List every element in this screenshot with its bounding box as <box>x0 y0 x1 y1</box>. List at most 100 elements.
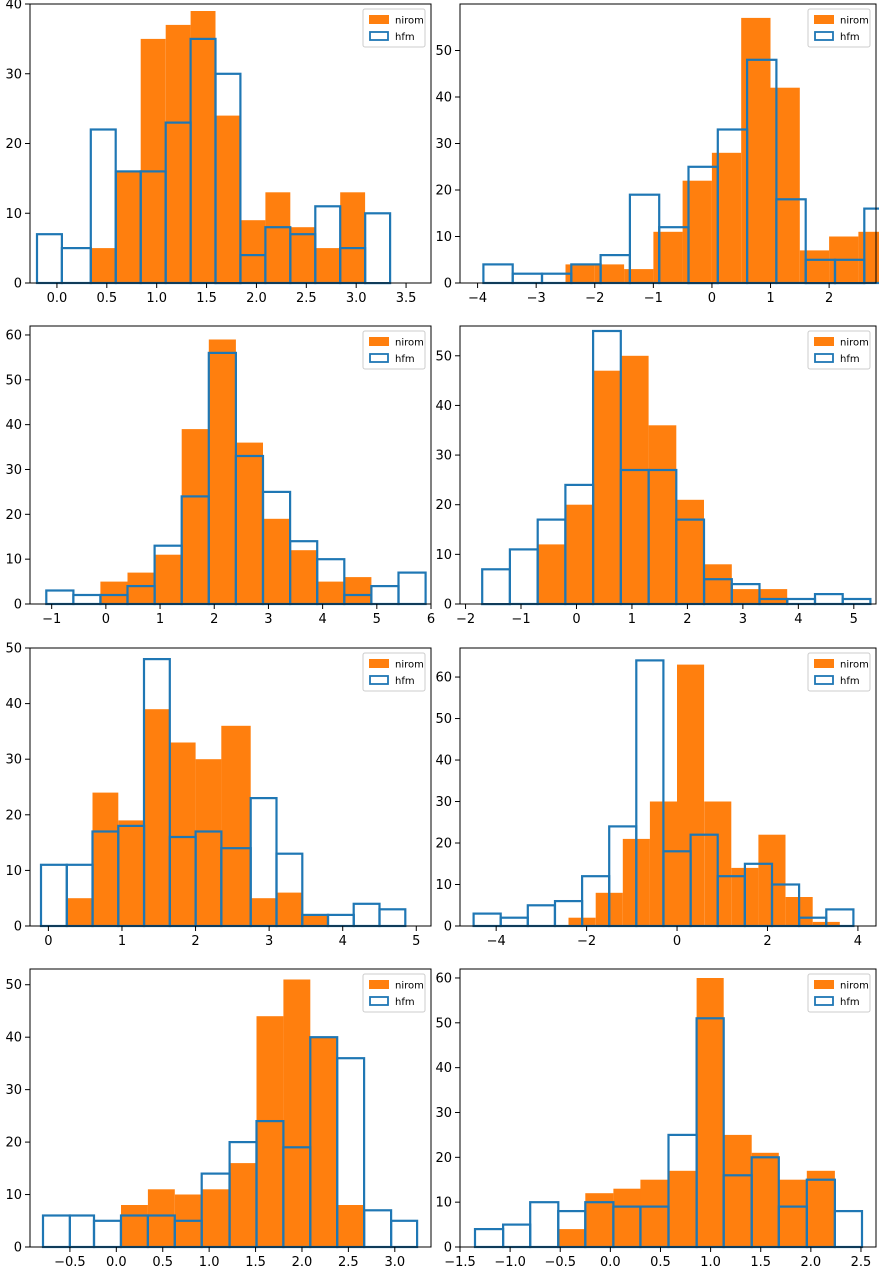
hfm-bar <box>481 568 512 606</box>
nirom-bar <box>624 269 654 283</box>
nirom-bar <box>165 24 191 284</box>
y-tick-label: 10 <box>435 548 452 563</box>
x-tick-label: 3.5 <box>396 291 417 306</box>
y-tick-label: 10 <box>5 207 22 222</box>
nirom-bar <box>169 742 196 926</box>
x-tick-label: 5 <box>412 934 420 949</box>
legend-swatch-nirom <box>814 659 834 668</box>
x-tick-label: 1.5 <box>245 1255 266 1266</box>
y-tick-label: 40 <box>435 754 452 769</box>
x-tick-label: 2 <box>825 291 833 306</box>
nirom-bar <box>594 264 625 283</box>
x-tick-label: −2 <box>456 612 475 627</box>
y-tick-label: 50 <box>435 712 452 727</box>
x-tick-label: −1 <box>511 612 530 627</box>
nirom-bar <box>682 180 712 283</box>
nirom-bar <box>66 898 93 926</box>
nirom-bar <box>668 1170 697 1247</box>
axes-frame <box>459 325 877 605</box>
nirom-bar <box>711 152 742 283</box>
y-tick-label: 0 <box>14 598 22 613</box>
legend-label-nirom: nirom <box>840 660 869 671</box>
x-tick-label: 4 <box>854 934 862 949</box>
hfm-bar <box>841 597 872 606</box>
y-tick-label: 20 <box>435 1151 452 1166</box>
nirom-bar <box>256 1016 284 1247</box>
nirom-bar <box>302 914 328 926</box>
y-tick-label: 50 <box>5 642 22 657</box>
legend: nirom hfm <box>362 330 426 370</box>
nirom-bar <box>340 192 366 283</box>
hfm-bar <box>786 597 817 606</box>
nirom-bar <box>121 1205 148 1247</box>
x-tick-label: 2 <box>191 934 199 949</box>
x-tick-label: −1 <box>42 612 61 627</box>
nirom-bar <box>751 1152 779 1247</box>
legend-label-nirom: nirom <box>840 16 869 27</box>
nirom-bar <box>558 1229 586 1247</box>
y-tick-label: 20 <box>435 837 452 852</box>
x-tick-label: −1.0 <box>494 1255 526 1266</box>
nirom-bar <box>276 892 303 926</box>
legend-label-hfm: hfm <box>840 354 860 365</box>
hfm-bar <box>526 904 556 928</box>
y-tick-label: 30 <box>5 463 22 478</box>
hfm-bar <box>529 1201 560 1249</box>
nirom-bar <box>704 564 732 604</box>
y-tick-label: 20 <box>5 137 22 152</box>
legend-label-nirom: nirom <box>840 981 869 992</box>
x-tick-label: 1 <box>628 612 636 627</box>
x-tick-label: 5 <box>850 612 858 627</box>
x-tick-label: −4 <box>487 934 506 949</box>
x-tick-label: 0 <box>673 934 681 949</box>
nirom-bar <box>310 1037 338 1247</box>
x-tick-label: 1.0 <box>700 1255 721 1266</box>
y-tick-label: 40 <box>435 91 452 106</box>
y-tick-label: 20 <box>435 498 452 513</box>
hfm-bar <box>326 913 355 928</box>
legend: nirom hfm <box>807 652 871 692</box>
nirom-bar <box>118 820 145 926</box>
x-tick-label: 2.0 <box>246 291 267 306</box>
legend-label-nirom: nirom <box>395 981 424 992</box>
legend-swatch-nirom <box>369 337 389 346</box>
x-tick-label: −4 <box>468 291 487 306</box>
x-tick-label: 3.0 <box>346 291 367 306</box>
y-tick-label: 60 <box>5 328 22 343</box>
nirom-bar <box>696 978 724 1247</box>
hfm-bar <box>60 247 92 285</box>
nirom-bar <box>229 1163 257 1247</box>
y-tick-label: 0 <box>444 598 452 613</box>
x-tick-label: 1.5 <box>196 291 217 306</box>
nirom-bar <box>648 425 677 604</box>
legend-swatch-hfm <box>369 31 389 41</box>
x-tick-label: 0 <box>102 612 110 627</box>
legend-label-hfm: hfm <box>840 676 860 687</box>
nirom-bar <box>290 227 316 283</box>
nirom-bar <box>115 171 141 283</box>
nirom-bar <box>221 725 251 926</box>
nirom-bar <box>741 17 771 284</box>
y-tick-label: 50 <box>435 44 452 59</box>
x-tick-label: 2 <box>683 612 691 627</box>
axes-frame <box>459 647 877 927</box>
hfm-bar <box>68 1214 96 1249</box>
y-tick-label: 40 <box>5 0 22 13</box>
hfm-bar <box>92 1219 122 1249</box>
legend-swatch-hfm <box>814 31 834 41</box>
nirom-bar <box>208 339 236 604</box>
legend-label-nirom: nirom <box>395 660 424 671</box>
chart-panel-8: −1.5 −1.0 −0.5 0.0 0.5 1.0 1.5 2.0 2.5 0 10 20 30 40 5… <box>435 968 877 1266</box>
x-tick-label: 0.5 <box>650 1255 671 1266</box>
legend-label-nirom: nirom <box>840 338 869 349</box>
x-tick-label: 5 <box>373 612 381 627</box>
nirom-bar <box>593 370 621 604</box>
x-tick-label: 1 <box>118 934 126 949</box>
nirom-bar <box>250 898 277 926</box>
hfm-bar <box>378 908 407 928</box>
y-tick-label: 10 <box>435 230 452 245</box>
x-tick-label: 4 <box>318 612 326 627</box>
nirom-bar <box>676 499 704 605</box>
